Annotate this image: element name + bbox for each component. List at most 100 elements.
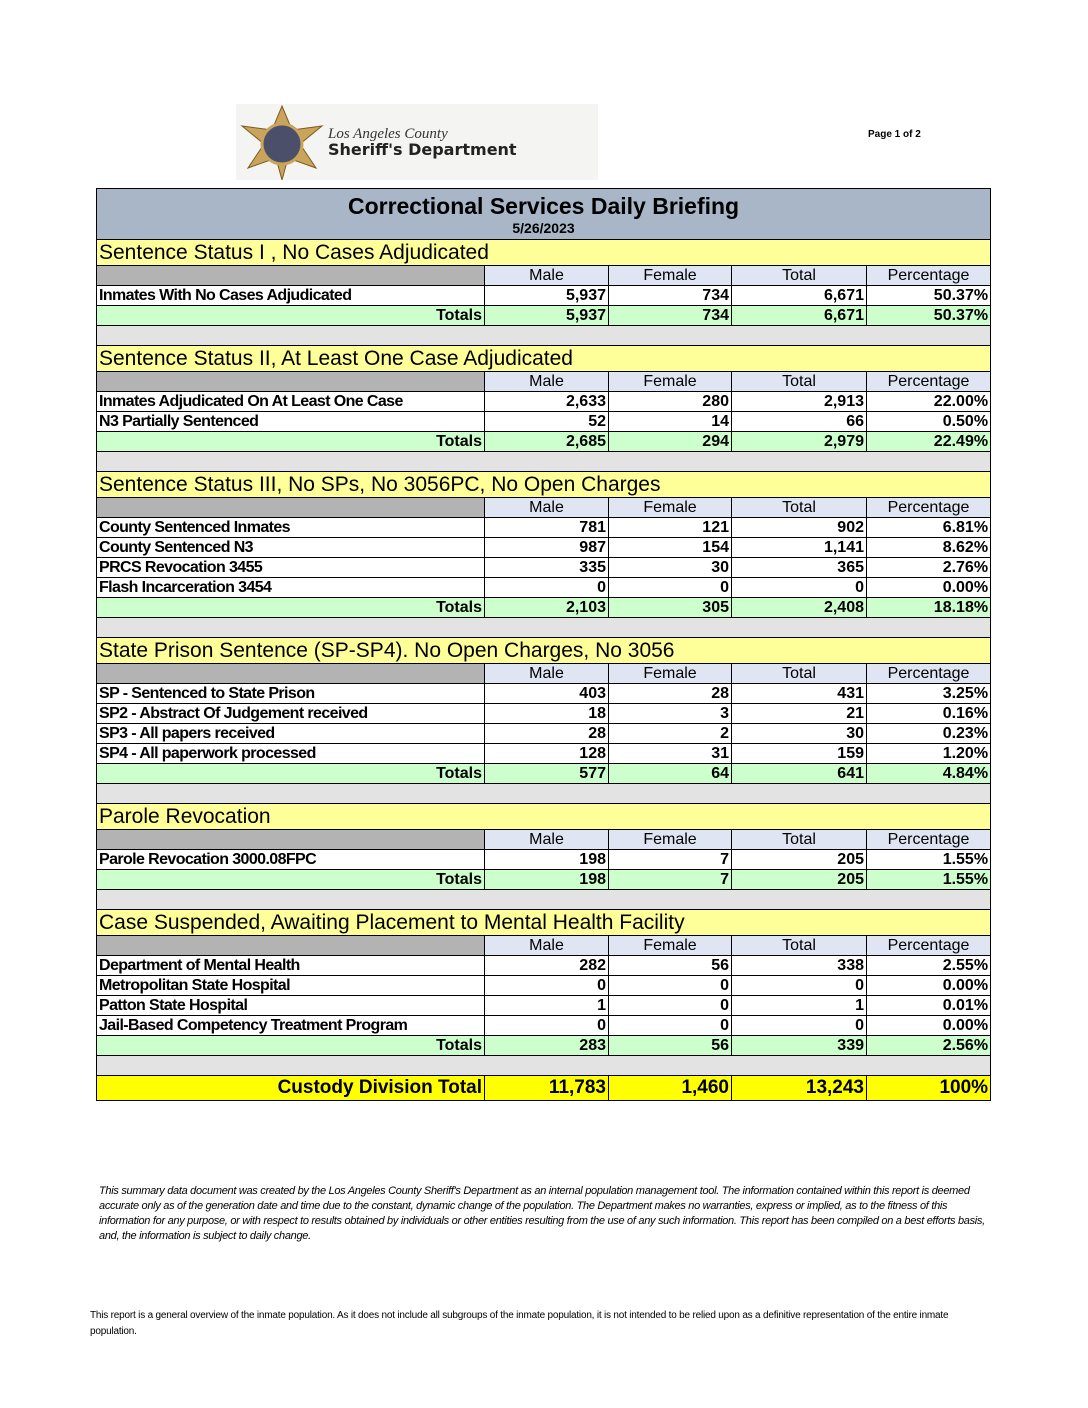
value-cell: 159 [731,743,867,764]
totals-label: Totals [96,869,485,890]
value-cell: 338 [731,955,867,976]
gt-row: Custody Division Total 11,783 1,460 13,243 1… [96,1075,992,1101]
row-label: Department of Mental Health [96,955,485,976]
value-cell: 18 [484,703,609,724]
value-cell: 0.00% [865,577,992,598]
spacer [95,325,992,346]
column-header: Female [608,265,732,286]
grand-total-value: 11,783 [484,1075,609,1101]
value-cell: 403 [484,683,609,704]
value-cell: 2.55% [865,955,992,976]
total-value: 64 [608,763,732,784]
report-title: Correctional Services Daily Briefing [347,192,740,219]
title-row: Correctional Services Daily Briefing 5/26… [95,188,992,240]
totals-label: Totals [96,431,485,452]
header-blank [96,829,485,850]
row-row: County Sentenced N3 987 154 1,141 8.62% [96,537,992,558]
row-row: Metropolitan State Hospital 0 0 0 0.00% [96,975,992,996]
row-label: SP3 - All papers received [96,723,485,744]
value-cell: 282 [484,955,609,976]
value-cell: 902 [731,517,867,538]
tot-row: Totals 2,103 305 2,408 18.18% [96,597,992,618]
row-row: Jail-Based Competency Treatment Program 0… [96,1015,992,1036]
value-cell: 28 [484,723,609,744]
value-cell: 66 [731,411,867,432]
row-label: Flash Incarceration 3454 [96,577,485,598]
section-title: State Prison Sentence (SP-SP4). No Open … [95,637,992,664]
tot-row: Totals 577 64 641 4.84% [96,763,992,784]
total-value: 4.84% [865,763,992,784]
value-cell: 30 [608,557,732,578]
column-header: Female [608,935,732,956]
header-blank [96,265,485,286]
sp-row [95,1055,992,1076]
tot-row: Totals 198 7 205 1.55% [96,869,992,890]
sp-row [95,325,992,346]
value-cell: 1 [731,995,867,1016]
column-header: Percentage [865,497,992,518]
column-header: Male [484,371,609,392]
sp-row [95,889,992,910]
total-value: 305 [608,597,732,618]
sec-row: Sentence Status III, No SPs, No 3056PC, … [95,471,992,498]
hdr-row: Male Female Total Percentage [96,935,992,956]
row-label: Inmates Adjudicated On At Least One Case [96,391,485,412]
total-value: 2,103 [484,597,609,618]
disclaimer: This summary data document was created b… [99,1185,985,1242]
value-cell: 0 [484,1015,609,1036]
value-cell: 1.55% [865,849,992,870]
value-cell: 0 [608,975,732,996]
agency-line1: Los Angeles County [327,126,448,142]
value-cell: 8.62% [865,537,992,558]
column-header: Total [731,265,867,286]
row-row: Flash Incarceration 3454 0 0 0 0.00% [96,577,992,598]
value-cell: 52 [484,411,609,432]
value-cell: 734 [608,285,732,306]
value-cell: 987 [484,537,609,558]
column-header: Female [608,371,732,392]
sp-row [95,783,992,804]
section-title: Parole Revocation [95,803,992,830]
total-value: 50.37% [865,305,992,326]
header-blank [96,935,485,956]
totals-label: Totals [96,305,485,326]
tot-row: Totals 283 56 339 2.56% [96,1035,992,1056]
value-cell: 0.16% [865,703,992,724]
total-value: 56 [608,1035,732,1056]
value-cell: 431 [731,683,867,704]
row-label: County Sentenced N3 [96,537,485,558]
spacer [95,617,992,638]
row-row: Parole Revocation 3000.08FPC 198 7 205 1.55% [96,849,992,870]
value-cell: 3.25% [865,683,992,704]
row-row: PRCS Revocation 3455 335 30 365 2.76% [96,557,992,578]
column-header: Total [731,935,867,956]
spacer [95,889,992,910]
value-cell: 280 [608,391,732,412]
value-cell: 0 [484,975,609,996]
grand-total-label: Custody Division Total [96,1075,485,1101]
column-header: Total [731,829,867,850]
grand-total-value: 100% [865,1075,992,1101]
value-cell: 0 [608,1015,732,1036]
value-cell: 28 [608,683,732,704]
sec-row: Parole Revocation [95,803,992,830]
column-header: Female [608,829,732,850]
value-cell: 205 [731,849,867,870]
total-value: 283 [484,1035,609,1056]
value-cell: 0.23% [865,723,992,744]
value-cell: 1.20% [865,743,992,764]
hdr-row: Male Female Total Percentage [96,663,992,684]
logo: Los Angeles County Sheriff's Department [236,104,598,180]
value-cell: 21 [731,703,867,724]
column-header: Male [484,663,609,684]
column-header: Total [731,497,867,518]
value-cell: 335 [484,557,609,578]
value-cell: 128 [484,743,609,764]
row-row: Inmates Adjudicated On At Least One Case… [96,391,992,412]
value-cell: 1,141 [731,537,867,558]
sec-row: Sentence Status I , No Cases Adjudicated [95,239,992,266]
sec-row: Case Suspended, Awaiting Placement to Me… [95,909,992,936]
row-row: SP - Sentenced to State Prison 403 28 431 3.… [96,683,992,704]
total-value: 2,979 [731,431,867,452]
